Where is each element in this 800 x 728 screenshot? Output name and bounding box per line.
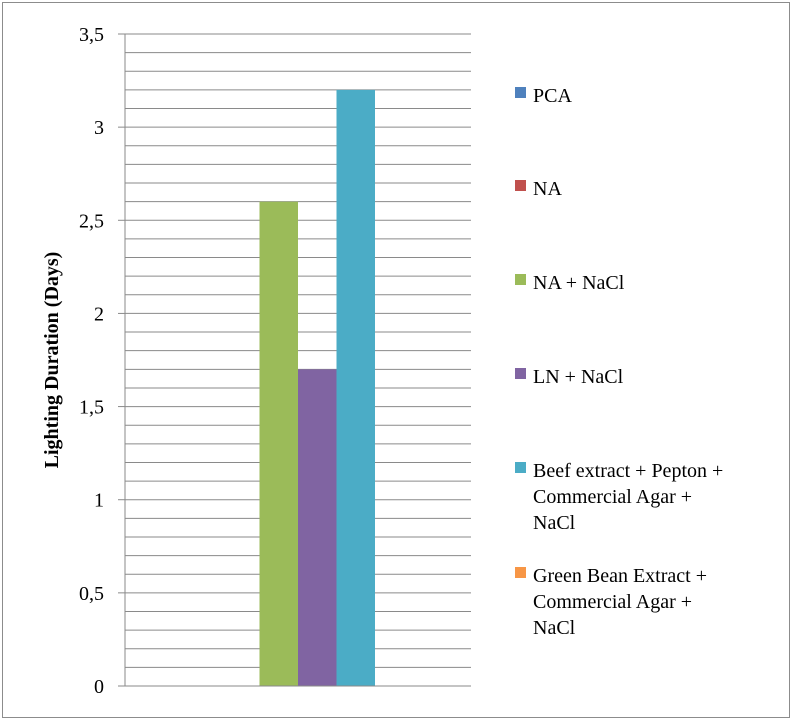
y-axis-title: Lighting Duration (Days) <box>41 252 63 469</box>
y-tick-label: 1,5 <box>79 397 104 419</box>
bar-na-nacl <box>259 201 298 686</box>
legend-swatch <box>515 87 526 98</box>
legend-item: PCA <box>515 85 572 107</box>
y-tick-label: 1 <box>94 490 104 512</box>
legend-swatch <box>515 462 526 473</box>
legend: PCA NA NA + NaCl LN + NaCl Beef extract + Pe… <box>515 85 723 639</box>
legend-label: NaCl <box>533 617 576 639</box>
axes <box>118 33 471 687</box>
legend-label: Beef extract + Pepton + <box>533 460 723 482</box>
chart-frame <box>2 2 790 718</box>
y-tick-label: 0,5 <box>79 583 104 605</box>
legend-item: LN + NaCl <box>515 366 624 388</box>
legend-item: NA + NaCl <box>515 272 625 294</box>
legend-label: NA <box>533 178 562 200</box>
legend-swatch <box>515 368 526 379</box>
legend-swatch <box>515 274 526 285</box>
legend-swatch <box>515 567 526 578</box>
bar-beef-extract-pepton-commercial-agar-nacl <box>336 89 375 686</box>
legend-label: Commercial Agar + <box>533 486 692 508</box>
legend-label: NA + NaCl <box>533 272 625 294</box>
y-tick-label: 2,5 <box>79 210 104 232</box>
legend-label: Green Bean Extract + <box>533 565 707 587</box>
bar-ln-nacl <box>298 369 337 686</box>
legend-label: Commercial Agar + <box>533 591 692 613</box>
y-tick-label: 3,5 <box>79 24 104 46</box>
y-tick-label: 2 <box>94 303 104 325</box>
legend-item: NA <box>515 178 562 200</box>
y-tick-label: 3 <box>94 117 104 139</box>
legend-item: Green Bean Extract + Commercial Agar + NaC… <box>515 565 707 639</box>
y-tick-label: 0 <box>94 676 104 698</box>
y-tick-labels: 0 0,5 1 1,5 2 2,5 3 3,5 <box>79 24 104 698</box>
legend-item: Beef extract + Pepton + Commercial Agar +… <box>515 460 723 534</box>
legend-label: NaCl <box>533 512 576 534</box>
legend-swatch <box>515 180 526 191</box>
legend-label: PCA <box>533 85 572 107</box>
legend-label: LN + NaCl <box>533 366 624 388</box>
bars <box>259 89 375 686</box>
